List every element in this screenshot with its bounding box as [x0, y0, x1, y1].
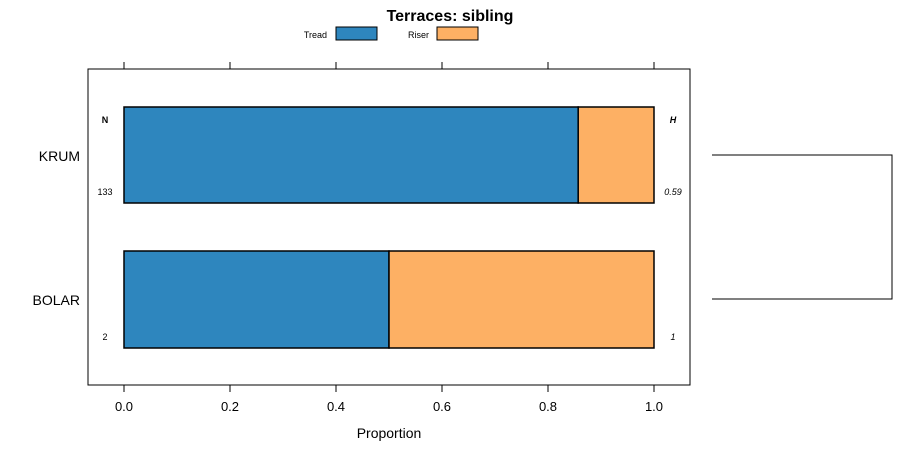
legend: Tread Riser	[304, 26, 479, 41]
bar-bolar-tread	[123, 250, 390, 349]
x-tick-label: 0.6	[433, 399, 451, 414]
bar-krum-riser	[577, 106, 655, 204]
plot-frame	[87, 68, 691, 386]
x-tick-label: 1.0	[645, 399, 663, 414]
x-tick-label: 0.8	[539, 399, 557, 414]
legend-swatch-tread	[335, 26, 378, 41]
x-tick-label: 0.0	[115, 399, 133, 414]
x-tick-label: 0.4	[327, 399, 345, 414]
category-label-bolar: BOLAR	[33, 292, 80, 308]
x-axis-title: Proportion	[357, 425, 422, 441]
chart-title: Terraces: sibling	[387, 8, 514, 25]
h-value-krum: 0.59	[664, 187, 682, 197]
n-header: N	[102, 115, 109, 125]
legend-label-riser: Riser	[408, 30, 429, 40]
n-value-krum: 133	[97, 187, 112, 197]
bar-bolar-riser	[388, 250, 655, 349]
h-value-bolar: 1	[670, 332, 675, 342]
legend-swatch-riser	[436, 26, 479, 41]
h-header: H	[670, 115, 677, 125]
legend-label-tread: Tread	[304, 30, 327, 40]
category-label-krum: KRUM	[39, 148, 80, 164]
bar-krum-tread	[123, 106, 579, 204]
x-tick-label: 0.2	[221, 399, 239, 414]
dendrogram	[712, 154, 893, 300]
n-value-bolar: 2	[102, 332, 107, 342]
bottom-axis: 0.0 0.2 0.4 0.6 0.8 1.0	[115, 385, 663, 414]
bars-group	[123, 106, 655, 349]
top-axis-ticks	[123, 62, 655, 69]
